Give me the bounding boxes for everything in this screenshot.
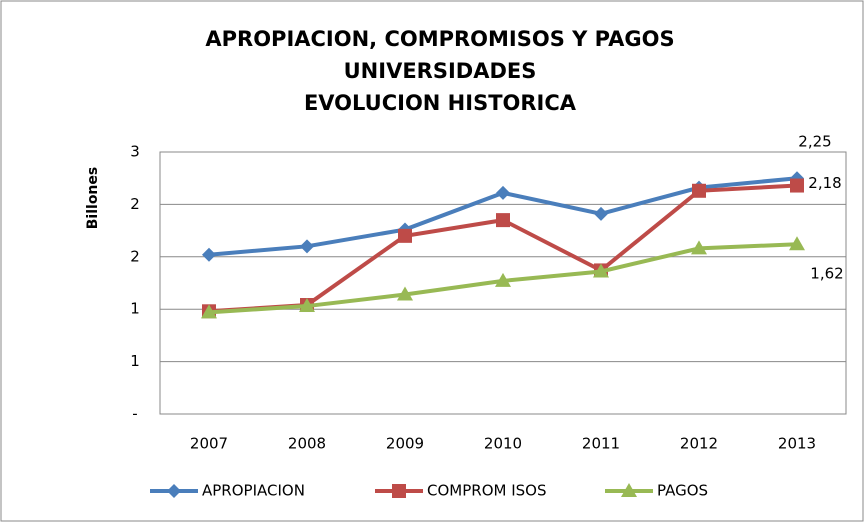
- marker: [202, 247, 216, 262]
- y-tick-label: 2: [130, 247, 140, 265]
- marker: [789, 236, 805, 251]
- marker: [167, 484, 181, 498]
- marker: [397, 286, 413, 301]
- chart-title: UNIVERSIDADES: [344, 59, 537, 83]
- marker: [201, 304, 217, 319]
- x-tick-label: 2010: [484, 435, 522, 453]
- marker: [496, 185, 510, 200]
- legend-label: PAGOS: [657, 482, 708, 500]
- data-label: 2,18: [808, 174, 841, 192]
- marker: [594, 206, 608, 221]
- data-label: 1,62: [810, 265, 843, 283]
- x-tick-label: 2011: [582, 435, 620, 453]
- marker: [495, 272, 511, 287]
- x-tick-label: 2013: [778, 435, 816, 453]
- y-tick-label: 1: [130, 352, 140, 370]
- marker: [398, 228, 412, 243]
- marker: [300, 239, 314, 254]
- marker: [299, 298, 315, 313]
- y-tick-label: 1: [130, 300, 140, 318]
- marker: [790, 178, 804, 193]
- data-label: 2,25: [798, 133, 831, 151]
- legend-label: APROPIACION: [202, 482, 305, 500]
- y-axis-label: Billones: [85, 167, 101, 229]
- chart-title: EVOLUCION HISTORICA: [304, 91, 577, 115]
- marker: [496, 213, 510, 228]
- y-tick-label: -: [132, 405, 137, 423]
- marker: [593, 263, 609, 278]
- legend-label: COMPROM ISOS: [427, 482, 546, 500]
- x-tick-label: 2008: [288, 435, 326, 453]
- marker: [392, 484, 406, 498]
- x-tick-label: 2009: [386, 435, 424, 453]
- x-tick-label: 2012: [680, 435, 718, 453]
- marker: [692, 183, 706, 198]
- marker: [621, 483, 637, 497]
- chart-title: APROPIACION, COMPROMISOS Y PAGOS: [205, 27, 674, 51]
- marker: [691, 240, 707, 255]
- y-tick-label: 2: [130, 195, 140, 213]
- x-tick-label: 2007: [190, 435, 228, 453]
- y-tick-label: 3: [130, 143, 140, 161]
